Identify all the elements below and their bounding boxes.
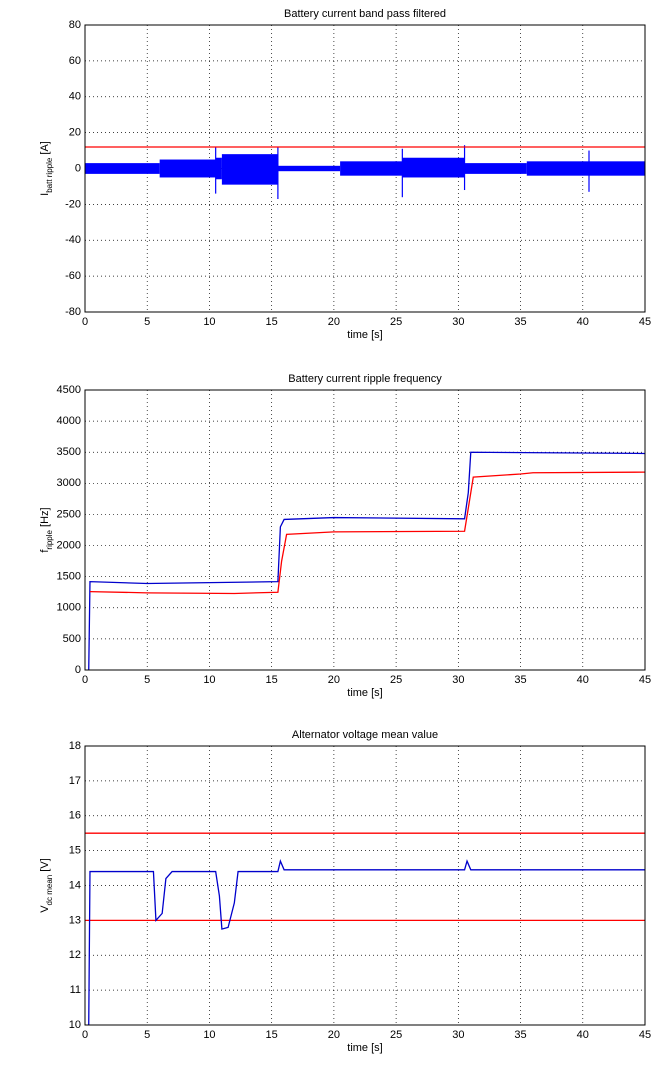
x-tick-label: 20	[328, 1029, 340, 1041]
x-tick-label: 5	[144, 316, 150, 328]
x-axis-label: time [s]	[347, 1042, 382, 1054]
y-label-subscript: ripple	[45, 529, 54, 549]
series-line	[89, 471, 646, 595]
series-line	[88, 451, 646, 671]
y-tick-label: 2000	[57, 539, 81, 551]
x-axis-label: time [s]	[347, 687, 382, 699]
y-tick-label: 0	[75, 162, 81, 174]
ripple-band	[159, 159, 216, 178]
plot-area	[85, 390, 645, 670]
ripple-band	[85, 163, 160, 174]
y-label-unit: [V]	[39, 858, 51, 875]
x-tick-label: 0	[82, 674, 88, 686]
y-tick-label: -40	[65, 234, 81, 246]
y-label-symbol: I	[39, 193, 51, 196]
x-tick-label: 0	[82, 316, 88, 328]
y-label-subscript: batt ripple	[45, 157, 54, 193]
ripple-band	[221, 154, 278, 185]
ripple-band	[402, 157, 465, 178]
y-tick-label: 14	[69, 879, 81, 891]
y-label-symbol: V	[39, 905, 51, 913]
ripple-band	[277, 165, 341, 172]
plot-frame	[84, 24, 646, 313]
y-tick-label: 10	[69, 1019, 81, 1031]
y-tick-label: 40	[69, 91, 81, 103]
chart-title: Battery current ripple frequency	[288, 373, 442, 385]
x-tick-label: 0	[82, 1029, 88, 1041]
plot-frame	[84, 745, 646, 1026]
y-tick-label: 3500	[57, 446, 81, 458]
y-tick-label: -20	[65, 198, 81, 210]
ripple-band	[215, 157, 222, 180]
y-axis-label: fripple [Hz]	[39, 507, 54, 552]
y-label-symbol: f	[39, 549, 51, 553]
y-tick-label: 1000	[57, 602, 81, 614]
x-tick-label: 45	[639, 674, 651, 686]
x-tick-label: 35	[514, 1029, 526, 1041]
y-tick-label: 500	[63, 633, 81, 645]
x-axis-label: time [s]	[347, 329, 382, 341]
series-line	[88, 859, 645, 1026]
x-tick-label: 35	[514, 674, 526, 686]
y-tick-label: 3000	[57, 477, 81, 489]
x-tick-label: 15	[266, 1029, 278, 1041]
x-tick-label: 15	[266, 674, 278, 686]
x-tick-label: 40	[577, 1029, 589, 1041]
y-tick-label: 17	[69, 775, 81, 787]
y-tick-label: -60	[65, 270, 81, 282]
x-tick-label: 45	[639, 1029, 651, 1041]
y-tick-label: 4000	[57, 415, 81, 427]
x-tick-label: 25	[390, 674, 402, 686]
y-label-unit: [A]	[39, 141, 51, 158]
y-tick-label: 13	[69, 914, 81, 926]
x-tick-label: 25	[390, 316, 402, 328]
x-tick-label: 30	[452, 1029, 464, 1041]
x-tick-label: 10	[203, 316, 215, 328]
x-tick-label: 30	[452, 674, 464, 686]
chart-title: Alternator voltage mean value	[292, 729, 438, 741]
y-tick-label: 16	[69, 810, 81, 822]
x-tick-label: 40	[577, 674, 589, 686]
y-tick-label: 11	[70, 984, 81, 996]
y-tick-label: 18	[69, 740, 81, 752]
y-tick-label: 80	[69, 19, 81, 31]
ripple-band	[340, 161, 403, 176]
x-tick-label: 35	[514, 316, 526, 328]
x-tick-label: 30	[452, 316, 464, 328]
x-tick-label: 40	[577, 316, 589, 328]
y-tick-label: 20	[69, 127, 81, 139]
plot-frame	[84, 389, 646, 671]
chart-title: Battery current band pass filtered	[284, 8, 446, 20]
y-axis-label: Vdc mean [V]	[39, 858, 54, 913]
x-tick-label: 20	[328, 316, 340, 328]
y-tick-label: 4500	[57, 384, 81, 396]
y-tick-label: 1500	[57, 571, 81, 583]
y-tick-label: 15	[69, 845, 81, 857]
x-tick-label: 45	[639, 316, 651, 328]
y-tick-label: 0	[75, 664, 81, 676]
x-tick-label: 5	[144, 674, 150, 686]
y-tick-label: -80	[65, 306, 81, 318]
y-label-subscript: dc mean	[45, 875, 54, 906]
ripple-band	[526, 161, 645, 176]
y-axis-label: Ibatt ripple [A]	[39, 141, 54, 196]
x-tick-label: 15	[266, 316, 278, 328]
y-tick-label: 2500	[57, 508, 81, 520]
y-tick-label: 60	[69, 55, 81, 67]
y-label-unit: [Hz]	[39, 507, 51, 530]
x-tick-label: 10	[203, 674, 215, 686]
y-tick-label: 12	[69, 949, 81, 961]
x-tick-label: 5	[144, 1029, 150, 1041]
x-tick-label: 10	[203, 1029, 215, 1041]
x-tick-label: 20	[328, 674, 340, 686]
x-tick-label: 25	[390, 1029, 402, 1041]
ripple-band	[464, 163, 527, 174]
